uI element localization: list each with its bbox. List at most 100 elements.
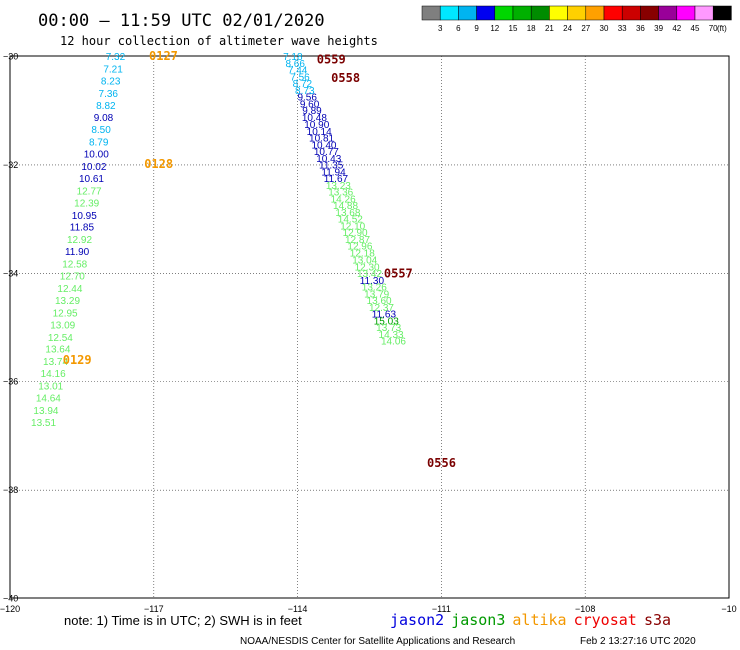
wave-height-value: 14.06	[381, 337, 406, 348]
colorbar-label: 70	[709, 24, 718, 33]
wave-height-value: 7.44	[288, 66, 308, 77]
colorbar-swatch	[676, 5, 696, 21]
wave-height-value: 10.43	[316, 154, 341, 165]
wave-height-value: 11.30	[360, 276, 385, 287]
colorbar-swatch	[621, 5, 641, 21]
lon-tick-label: −114	[288, 604, 308, 614]
wave-height-value: 13.51	[31, 418, 56, 429]
wave-height-value: 8.50	[91, 125, 111, 136]
wave-height-value: 13.60	[367, 296, 392, 307]
wave-height-value: 8.73	[295, 86, 315, 97]
colorbar-swatch	[694, 5, 714, 21]
colorbar-swatch	[494, 5, 514, 21]
colorbar-swatch	[603, 5, 623, 21]
lat-tick-label: −30	[3, 52, 18, 62]
wave-height-value: 14.16	[41, 369, 66, 380]
wave-height-value: 8.82	[96, 101, 116, 112]
wave-height-value: 11.90	[65, 247, 90, 258]
colorbar-swatch	[530, 5, 550, 21]
mission-legend-item: cryosat	[574, 611, 637, 629]
wave-height-value: 15.03	[374, 316, 399, 327]
colorbar-label: 42	[672, 24, 681, 33]
colorbar-swatch	[712, 5, 732, 21]
axis-tick-labels: −120 −117 −114 −111 −108 −10 −30 −32 −34 −36 −38 −4…	[0, 52, 737, 614]
wave-height-value: 9.08	[94, 113, 114, 124]
pass-time-label: 0129	[63, 353, 92, 367]
wave-height-value: 14.33	[379, 330, 404, 341]
wave-height-value: 13.79	[364, 289, 389, 300]
wave-height-value: 7.18	[283, 52, 303, 63]
mission-legend-item: s3a	[644, 611, 671, 629]
wave-height-value: 12.90	[343, 228, 368, 239]
wave-height-colorbar: 3 6 9 12 15 18 21 24 27 30 33 36 39 42 45 70	[421, 5, 732, 33]
wave-height-value: 13.26	[362, 282, 387, 293]
colorbar-swatch	[421, 5, 441, 21]
wave-height-value: 10.02	[81, 162, 106, 173]
wave-height-value: 11.94	[321, 167, 346, 178]
wave-height-value: 13.73	[376, 323, 401, 334]
pass-time-label: 0559	[317, 52, 346, 66]
colorbar-swatch	[439, 5, 459, 21]
pass-time-label: 0557	[384, 266, 413, 280]
mission-legend-item: jason3	[451, 611, 505, 629]
wave-height-value: 10.95	[72, 211, 97, 222]
wave-height-value: 13.94	[33, 406, 58, 417]
pass-time-label: 0558	[331, 71, 360, 85]
colorbar-label: 9	[474, 24, 479, 33]
wave-height-value: 13.01	[38, 382, 63, 393]
colorbar-label: 33	[618, 24, 627, 33]
colorbar-label: 6	[456, 24, 461, 33]
wave-height-value: 11.63	[372, 309, 397, 320]
lon-tick-label: −108	[575, 604, 595, 614]
wave-height-value: 12.77	[77, 186, 102, 197]
wave-height-value: 13.64	[45, 345, 70, 356]
lat-lon-grid	[10, 56, 729, 598]
wave-height-value: 7.32	[106, 52, 126, 63]
pass-time-label: 0128	[144, 157, 173, 171]
wave-height-value: 11.85	[70, 223, 95, 234]
wave-height-value: 12.18	[350, 249, 375, 260]
wave-height-value: 13.09	[50, 320, 75, 331]
wave-height-value: 13.36	[328, 188, 353, 199]
pass-time-label: 0556	[427, 456, 456, 470]
wave-height-value: 10.00	[84, 150, 109, 161]
lon-tick-label: −117	[144, 604, 164, 614]
lon-tick-label: −10	[721, 604, 736, 614]
wave-height-value: 14.52	[338, 215, 363, 226]
wave-height-value: 10.81	[309, 133, 334, 144]
colorbar-label: 36	[636, 24, 645, 33]
footer-timestamp: Feb 2 13:27:16 UTC 2020	[580, 636, 696, 647]
colorbar-swatch	[640, 5, 659, 21]
wave-height-value: 13.74	[43, 357, 68, 368]
wave-height-value: 8.72	[293, 79, 313, 90]
wave-height-value: 8.79	[89, 138, 109, 149]
colorbar-swatch	[567, 5, 587, 21]
wave-height-value: 12.44	[57, 284, 82, 295]
colorbar-label: 15	[509, 24, 518, 33]
wave-height-value: 7.36	[99, 89, 119, 100]
colorbar-label: 30	[600, 24, 609, 33]
colorbar-unit: (ft)	[717, 24, 727, 33]
wave-height-value: 12.39	[74, 198, 99, 209]
wave-height-value: 9.89	[302, 106, 322, 117]
lat-tick-label: −38	[3, 485, 18, 495]
wave-height-value: 13.42	[357, 269, 382, 280]
colorbar-swatch	[549, 5, 568, 21]
pass-time-label: 0127	[149, 49, 178, 63]
mission-legend: jason2 jason3 altika cryosat s3a	[390, 611, 671, 629]
map-title: 00:00 – 11:59 UTC 02/01/2020	[38, 11, 325, 31]
wave-height-value: 14.26	[331, 195, 356, 206]
colorbar-label: 3	[438, 24, 443, 33]
wave-height-value: 12.92	[67, 235, 92, 246]
wave-height-value: 10.48	[302, 113, 327, 124]
wave-height-value: 11.35	[319, 160, 344, 171]
wave-height-value: 10.14	[307, 127, 332, 138]
wave-height-value: 12.96	[347, 242, 372, 253]
lon-tick-label: −111	[432, 604, 451, 614]
colorbar-swatch	[458, 5, 477, 21]
wave-height-value: 8.66	[285, 59, 305, 70]
wave-height-value: 12.54	[48, 333, 73, 344]
colorbar-label: 18	[527, 24, 536, 33]
lat-tick-label: −40	[3, 594, 18, 604]
